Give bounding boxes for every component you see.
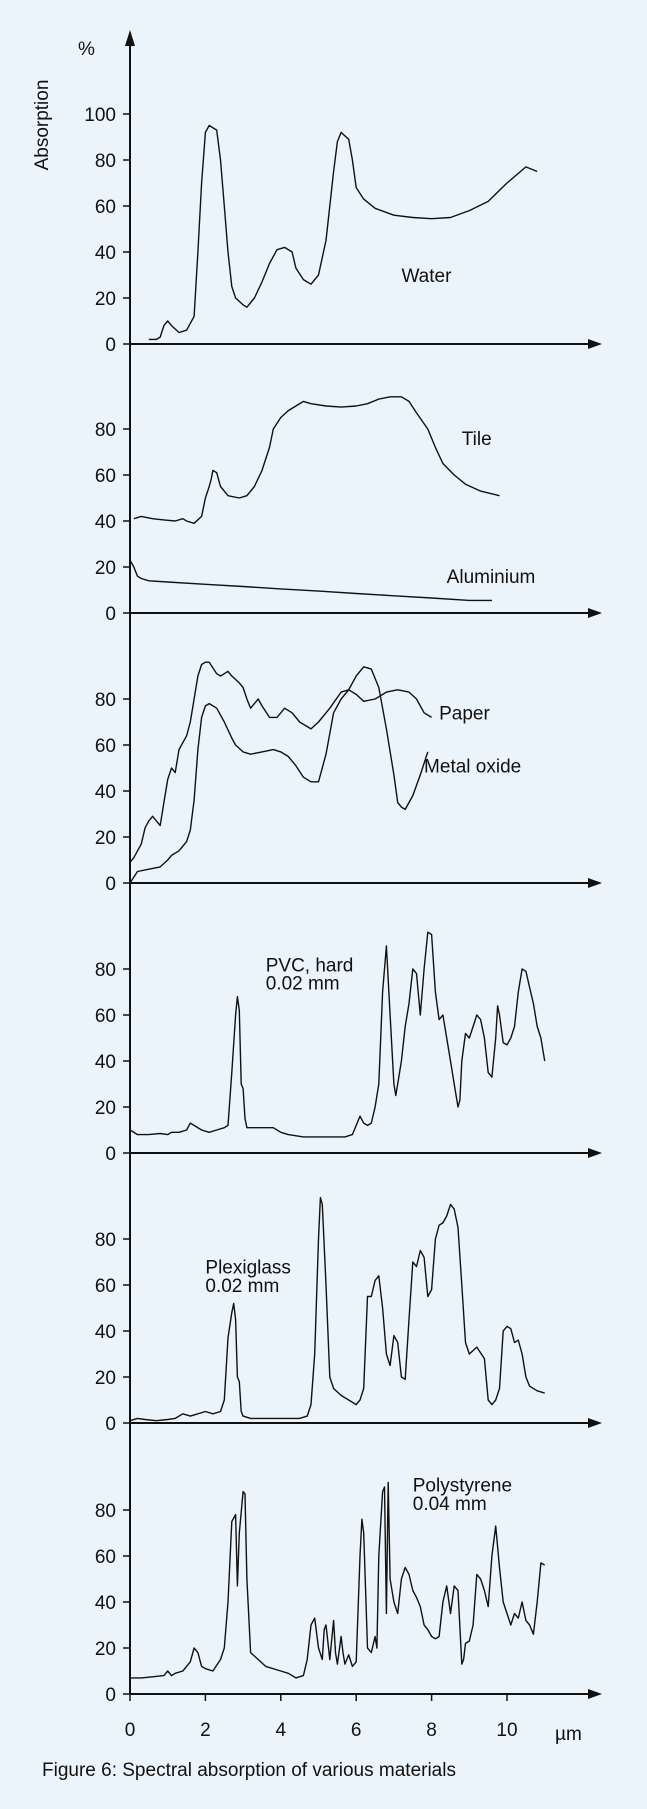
panel-0-y-tick-label: 60 bbox=[95, 197, 116, 218]
panel-3-baseline-arrow bbox=[588, 1148, 602, 1158]
y-axis-arrow bbox=[125, 30, 135, 46]
panel-0-y-tick-label: 20 bbox=[95, 289, 116, 310]
panel-1-y-tick-label: 60 bbox=[95, 466, 116, 487]
panel-3-y-tick-label: 80 bbox=[95, 960, 116, 981]
panel-3-y-tick-label: 0 bbox=[105, 1144, 116, 1165]
panel-5-series-label: 0.04 mm bbox=[413, 1494, 487, 1515]
panel-2-series-1-line bbox=[129, 666, 429, 884]
x-tick-label: 0 bbox=[125, 1720, 136, 1741]
panel-3-y-tick-label: 60 bbox=[95, 1006, 116, 1027]
panel-3-series-label: 0.02 mm bbox=[266, 974, 340, 995]
panel-3-y-tick-label: 20 bbox=[95, 1098, 116, 1119]
panel-5-y-tick-label: 20 bbox=[95, 1639, 116, 1660]
panel-1-series-label: Tile bbox=[462, 429, 492, 450]
panel-1-y-tick-label: 20 bbox=[95, 558, 116, 579]
panel-5-y-tick-label: 80 bbox=[95, 1501, 116, 1522]
x-tick-label: 6 bbox=[351, 1720, 362, 1741]
panel-0-y-tick-label: 0 bbox=[105, 335, 116, 356]
panel-4-y-tick-label: 80 bbox=[95, 1230, 116, 1251]
panel-1-y-tick-label: 80 bbox=[95, 420, 116, 441]
x-tick-label: 10 bbox=[496, 1720, 517, 1741]
panel-2-y-tick-label: 0 bbox=[105, 874, 116, 895]
y-unit-label: % bbox=[78, 39, 95, 60]
panel-0-y-tick-label: 100 bbox=[84, 105, 116, 126]
x-tick-label: 2 bbox=[200, 1720, 211, 1741]
panel-0-series-0-line bbox=[148, 124, 538, 341]
panel-2-baseline-arrow bbox=[588, 878, 602, 888]
panel-1-series-label: Aluminium bbox=[447, 567, 536, 588]
panel-4-y-tick-label: 40 bbox=[95, 1322, 116, 1343]
x-unit-label: µm bbox=[555, 1724, 582, 1745]
panel-2-y-tick-label: 80 bbox=[95, 690, 116, 711]
panel-0-series-label: Water bbox=[401, 266, 452, 287]
figure-caption: Figure 6: Spectral absorption of various… bbox=[42, 1760, 456, 1781]
panel-1-baseline-arrow bbox=[588, 608, 602, 618]
panel-2-series-0-line bbox=[129, 661, 432, 863]
panel-5-series-label: Polystyrene bbox=[413, 1476, 512, 1497]
panel-2-y-tick-label: 20 bbox=[95, 828, 116, 849]
panel-4-y-tick-label: 20 bbox=[95, 1368, 116, 1389]
panel-1-series-1-line bbox=[129, 559, 492, 602]
panel-5-y-tick-label: 40 bbox=[95, 1593, 116, 1614]
panel-1-y-tick-label: 0 bbox=[105, 604, 116, 625]
panel-5-baseline-arrow bbox=[588, 1689, 602, 1699]
y-axis-label: Absorption bbox=[32, 80, 53, 171]
panel-4-series-label: Plexiglass bbox=[205, 1258, 291, 1279]
panel-4-y-tick-label: 60 bbox=[95, 1276, 116, 1297]
panel-4-series-label: 0.02 mm bbox=[205, 1276, 279, 1297]
panel-5-y-tick-label: 60 bbox=[95, 1547, 116, 1568]
panel-1-y-tick-label: 40 bbox=[95, 512, 116, 533]
panel-3-series-label: PVC, hard bbox=[266, 955, 354, 976]
panel-1-series-0-line bbox=[133, 396, 500, 524]
panel-2-y-tick-label: 60 bbox=[95, 736, 116, 757]
panel-0-baseline-arrow bbox=[588, 339, 602, 349]
panel-4-y-tick-label: 0 bbox=[105, 1414, 116, 1435]
panel-0-y-tick-label: 80 bbox=[95, 151, 116, 172]
panel-2-y-tick-label: 40 bbox=[95, 782, 116, 803]
x-tick-label: 8 bbox=[426, 1720, 437, 1741]
panel-5-series-0-line bbox=[130, 1481, 546, 1679]
panel-4-baseline-arrow bbox=[588, 1418, 602, 1428]
x-tick-label: 4 bbox=[276, 1720, 287, 1741]
panel-2-series-label: Metal oxide bbox=[424, 757, 521, 778]
panel-2-series-label: Paper bbox=[439, 704, 490, 725]
panel-4-series-0-line bbox=[129, 1196, 545, 1422]
panel-3-y-tick-label: 40 bbox=[95, 1052, 116, 1073]
panel-5-y-tick-label: 0 bbox=[105, 1685, 116, 1706]
panel-0-y-tick-label: 40 bbox=[95, 243, 116, 264]
panel-3-series-0-line bbox=[129, 931, 546, 1138]
